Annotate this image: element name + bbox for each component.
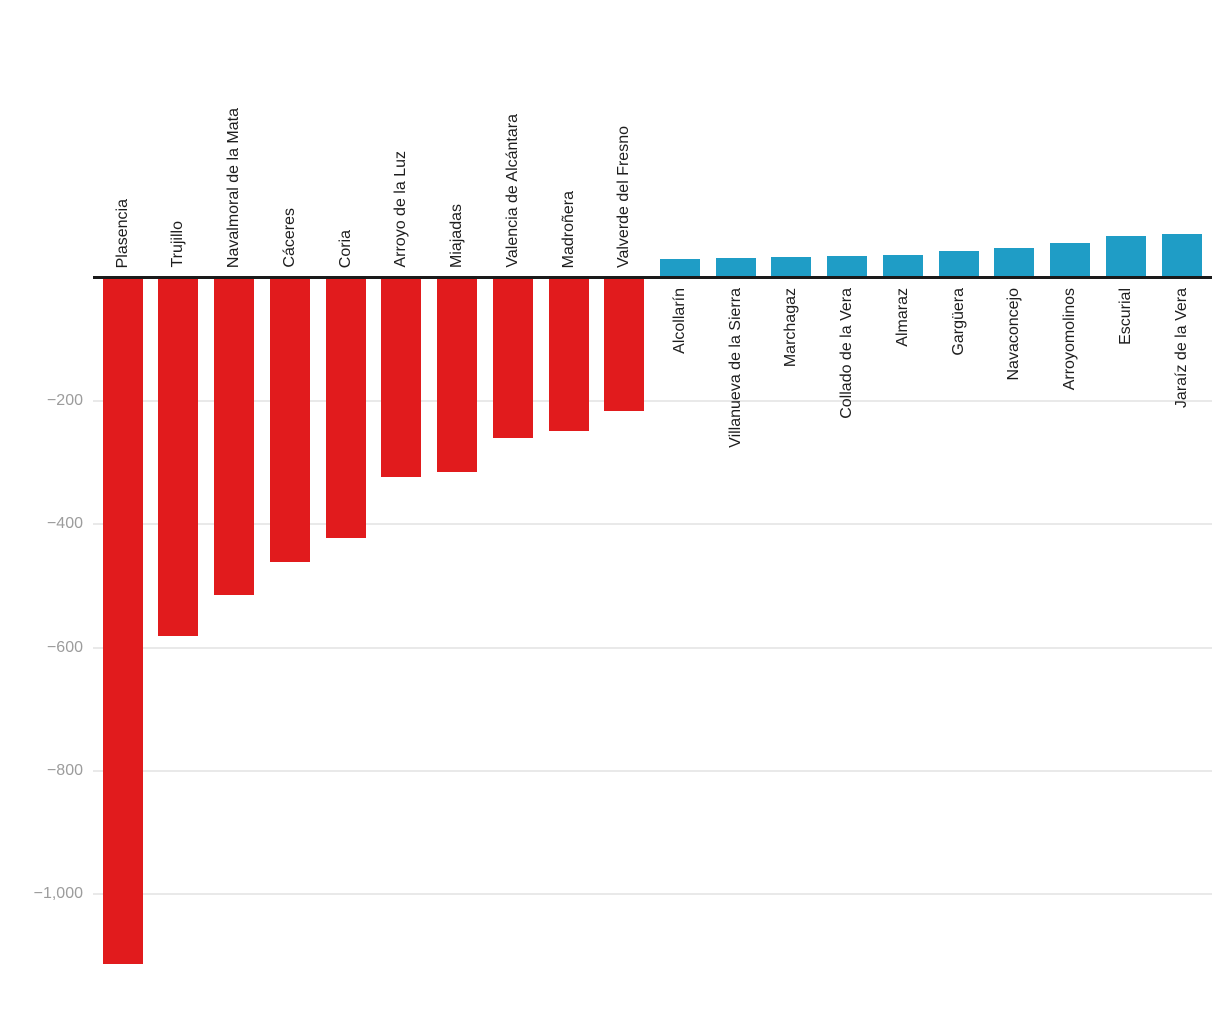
gridline: [93, 769, 1212, 772]
bar: [269, 278, 310, 562]
bar: [1050, 243, 1091, 277]
bar: [882, 254, 923, 277]
bar: [548, 278, 589, 431]
bar-label: Almaraz: [893, 288, 911, 347]
bar-label: Arroyo de la Luz: [392, 151, 410, 268]
bar: [492, 278, 533, 439]
bar: [715, 257, 756, 277]
bar: [994, 248, 1035, 277]
y-tick-label: −600: [46, 638, 83, 656]
gridline: [93, 400, 1212, 403]
bar: [381, 278, 422, 477]
gridline: [93, 893, 1212, 895]
bar-label: Gargüera: [949, 288, 967, 356]
bar-label: Valverde del Fresno: [615, 126, 633, 268]
bar: [1105, 235, 1146, 277]
bar-label: Madroñera: [559, 190, 577, 268]
bar-label: Alcollarín: [671, 288, 688, 354]
bar: [102, 278, 143, 965]
gridline: [93, 523, 1212, 526]
bar: [771, 257, 812, 277]
bar: [325, 278, 366, 538]
bar-label: Villanueva de la Sierra: [726, 288, 744, 448]
bar-label: Marchagaz: [782, 288, 800, 368]
bar-label: Coria: [336, 229, 354, 268]
bar: [938, 250, 979, 277]
bar-label: Navalmoral de la Mata: [225, 107, 243, 268]
y-tick-label: −400: [46, 515, 83, 533]
bar-label: Plasencia: [113, 198, 131, 268]
bar-label: Jaraíz de la Vera: [1172, 288, 1190, 409]
bar: [604, 278, 645, 412]
bar-label: Collado de la Vera: [838, 288, 856, 419]
bar-label: Cáceres: [280, 208, 298, 268]
bar: [158, 278, 199, 636]
y-tick-label: −800: [46, 761, 83, 779]
gridline: [93, 646, 1212, 649]
x-axis-line: [93, 276, 1212, 279]
bar-label: Arroyomolinos: [1061, 288, 1079, 391]
bar-label: Valencia de Alcántara: [503, 114, 521, 268]
bar: [827, 256, 868, 277]
bar-label: Trujillo: [169, 221, 187, 268]
bar: [1161, 233, 1202, 277]
y-tick-label: −200: [46, 392, 83, 410]
bar: [437, 278, 478, 473]
y-tick-label: −1,000: [33, 885, 83, 902]
bar-label: Miajadas: [448, 203, 466, 268]
bar: [214, 278, 255, 595]
bar: [660, 258, 700, 277]
bar-label: Navaconcejo: [1005, 288, 1023, 381]
bar-label: Escurial: [1116, 288, 1134, 345]
